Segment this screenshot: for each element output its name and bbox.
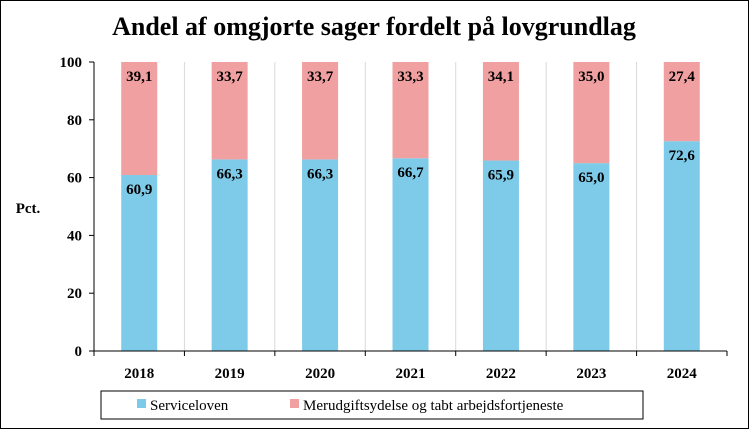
bar-segment-serviceloven-2024 xyxy=(663,141,700,351)
y-tick-label: 0 xyxy=(75,344,83,360)
data-label-serviceloven-2021: 66,7 xyxy=(397,165,424,181)
data-label-merudgift-2021: 33,3 xyxy=(397,69,423,85)
legend-box xyxy=(100,390,644,420)
y-tick-label: 40 xyxy=(67,228,82,244)
bar-segment-merudgift-2020 xyxy=(302,62,339,160)
bar-segment-merudgift-2023 xyxy=(573,62,610,164)
bar-segment-merudgift-2018 xyxy=(121,62,158,175)
bar-segment-serviceloven-2018 xyxy=(121,174,158,351)
x-tick-label-2020: 2020 xyxy=(305,366,335,382)
bars xyxy=(121,62,700,351)
legend-swatch-serviceloven xyxy=(137,399,146,408)
data-label-merudgift-2019: 33,7 xyxy=(217,69,244,85)
x-tick-label-2024: 2024 xyxy=(667,366,698,382)
legend-label-merudgift: Merudgiftsydelse og tabt arbejdsfortjene… xyxy=(303,398,564,414)
data-label-merudgift-2020: 33,7 xyxy=(307,69,334,85)
x-tick-label-2019: 2019 xyxy=(215,366,245,382)
data-label-serviceloven-2022: 65,9 xyxy=(488,168,514,184)
bar-segment-merudgift-2024 xyxy=(663,62,700,142)
data-label-serviceloven-2020: 66,3 xyxy=(307,166,333,182)
data-label-merudgift-2022: 34,1 xyxy=(488,69,514,85)
bar-segment-serviceloven-2022 xyxy=(482,160,519,351)
data-label-merudgift-2018: 39,1 xyxy=(126,69,152,85)
y-tick-label: 100 xyxy=(60,55,83,71)
gridlines xyxy=(183,62,638,351)
x-tick-label-2021: 2021 xyxy=(396,366,426,382)
data-label-serviceloven-2024: 72,6 xyxy=(669,148,696,164)
bar-segment-serviceloven-2020 xyxy=(302,159,339,351)
data-label-merudgift-2023: 35,0 xyxy=(578,69,604,85)
bar-segment-serviceloven-2023 xyxy=(573,163,610,351)
axes: 0 20 40 60 80 100 2018 2019 2020 2021 2022 2023 2024 xyxy=(60,55,728,382)
legend-label-serviceloven: Serviceloven xyxy=(150,398,229,414)
legend-swatch-merudgift xyxy=(290,399,299,408)
legend: Serviceloven Merudgiftsydelse og tabt arb… xyxy=(100,390,644,420)
chart-title: Andel af omgjorte sager fordelt på lovgr… xyxy=(112,12,636,41)
data-label-merudgift-2024: 27,4 xyxy=(669,69,696,85)
bar-segment-serviceloven-2019 xyxy=(211,159,248,351)
y-axis-label: Pct. xyxy=(16,201,41,217)
x-tick-label-2022: 2022 xyxy=(486,366,516,382)
bar-segment-serviceloven-2021 xyxy=(392,158,429,351)
data-label-serviceloven-2023: 65,0 xyxy=(578,170,604,186)
bar-segment-merudgift-2019 xyxy=(211,62,248,160)
data-label-serviceloven-2018: 60,9 xyxy=(126,182,152,198)
y-tick-label: 80 xyxy=(67,113,82,129)
x-tick-label-2018: 2018 xyxy=(124,366,154,382)
x-tick-label-2023: 2023 xyxy=(576,366,606,382)
bar-segment-merudgift-2022 xyxy=(482,62,519,161)
data-labels: 60,9 39,1 66,3 33,7 66,3 33,7 66,7 33,3 65,9 34,1… xyxy=(126,69,695,198)
data-label-serviceloven-2019: 66,3 xyxy=(217,166,243,182)
bar-segment-merudgift-2021 xyxy=(392,62,429,159)
y-tick-label: 60 xyxy=(67,171,82,187)
y-tick-label: 20 xyxy=(67,286,82,302)
